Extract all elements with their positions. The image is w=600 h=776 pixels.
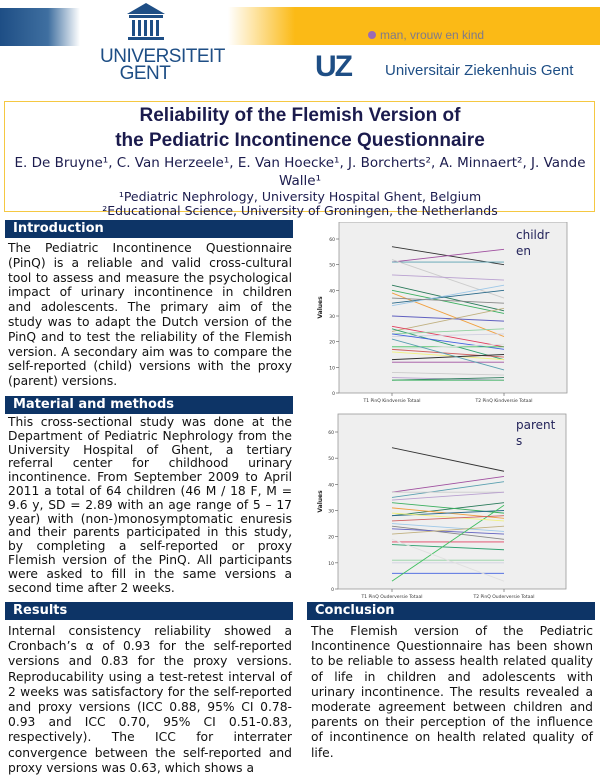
- series-line: [391, 538, 505, 582]
- results-text: Internal consistency reliability showed …: [8, 624, 292, 775]
- title-box: [4, 101, 595, 212]
- y-tick-label: 10: [328, 561, 334, 567]
- tagline-text: man, vrouw en kind: [380, 28, 485, 42]
- series-line: [391, 544, 505, 551]
- parents-chart: 0 10 20 30 40 50 60 T1 PinQ Ouderversie Totaal T…: [317, 413, 567, 600]
- series-line: [391, 447, 505, 472]
- series-line: [391, 259, 505, 299]
- y-tick-label: 60: [328, 430, 334, 436]
- conclusion-text: The Flemish version of the Pediatric Inc…: [311, 624, 593, 760]
- title-line-1: Reliability of the Flemish Version of: [139, 105, 461, 126]
- series-line: [391, 297, 505, 304]
- series-line: [391, 343, 505, 350]
- series-line: [391, 523, 505, 532]
- y-tick-label: 40: [328, 482, 334, 488]
- methods-heading: Material and methods: [5, 396, 293, 414]
- y-tick-label: 50: [328, 456, 334, 462]
- dot-icon: [368, 31, 376, 39]
- x-tick-label: T1 PinQ Ouderversie Totaal: [361, 594, 423, 600]
- affiliation-2: ²Educational Science, University of Gron…: [102, 203, 498, 218]
- results-heading: Results: [5, 602, 293, 620]
- university-logo: UNIVERSITEIT GENT: [100, 46, 225, 84]
- chart-label: parent: [516, 418, 556, 432]
- poster-title: Reliability of the Flemish Version of the…: [0, 103, 600, 153]
- series-line: [391, 274, 505, 281]
- introduction-text: The Pediatric Incontinence Questionnaire…: [8, 241, 292, 389]
- series-line: [391, 481, 505, 498]
- title-line-2: the Pediatric Incontinence Questionnaire: [115, 130, 485, 151]
- chart-label: childr: [516, 228, 549, 242]
- children-chart: 0 10 20 30 40 50 60 T1 PinQ Kindversie Totaal T2…: [317, 222, 568, 404]
- series-line: [391, 284, 505, 307]
- chart-label-wrap: en: [516, 244, 531, 258]
- header-band-left: [0, 8, 80, 46]
- series-line: [391, 512, 505, 522]
- series-line: [391, 328, 505, 361]
- plot-area: [338, 222, 568, 394]
- y-axis-label: Values: [317, 296, 324, 319]
- x-tick-label: T1 PinQ Kindversie Totaal: [363, 398, 421, 404]
- y-tick-label: 20: [329, 340, 335, 346]
- y-axis-label: Values: [317, 490, 324, 513]
- series-line: [391, 351, 505, 361]
- university-building-icon: [127, 3, 165, 40]
- header-band-right: [228, 7, 600, 45]
- series-line: [391, 502, 505, 517]
- series-line: [391, 372, 505, 376]
- chart-label-wrap: s: [516, 434, 522, 448]
- series-line: [391, 476, 505, 493]
- y-tick-label: 60: [329, 237, 335, 243]
- conclusion-heading: Conclusion: [307, 602, 595, 620]
- x-tick-label: T2 PinQ Ouderversie Totaal: [473, 594, 535, 600]
- y-tick-label: 50: [329, 263, 335, 269]
- hospital-name: Universitair Ziekenhuis Gent: [385, 62, 574, 79]
- series-line: [391, 338, 505, 371]
- series-line: [391, 525, 505, 540]
- y-tick-label: 40: [329, 288, 335, 294]
- series-line: [391, 515, 505, 522]
- uz-logo: UZ: [315, 50, 353, 83]
- authors: E. De Bruyne¹, C. Van Herzeele¹, E. Van …: [14, 155, 586, 189]
- methods-text: This cross-sectional study was done at t…: [8, 415, 292, 595]
- y-tick-label: 10: [329, 365, 335, 371]
- y-tick-label: 30: [328, 509, 334, 515]
- affiliation-1: ¹Pediatric Nephrology, University Hospit…: [118, 189, 482, 204]
- series-line: [391, 284, 505, 312]
- y-tick-label: 0: [331, 587, 334, 593]
- y-tick-label: 0: [332, 391, 335, 397]
- series-line: [391, 525, 505, 535]
- series-line: [391, 504, 505, 582]
- introduction-heading: Introduction: [5, 220, 293, 238]
- series-line: [391, 315, 505, 322]
- y-tick-label: 20: [328, 535, 334, 541]
- series-line: [391, 289, 505, 304]
- series-line: [391, 325, 505, 348]
- series-line: [391, 528, 505, 535]
- tagline: man, vrouw en kind: [368, 28, 484, 42]
- series-line: [391, 491, 505, 501]
- series-line: [391, 328, 505, 335]
- series-line: [391, 289, 505, 314]
- y-tick-label: 30: [329, 314, 335, 320]
- series-line: [391, 248, 505, 263]
- series-line: [391, 354, 505, 361]
- x-tick-label: T2 PinQ Kindversie Totaal: [475, 398, 533, 404]
- series-line: [391, 307, 505, 332]
